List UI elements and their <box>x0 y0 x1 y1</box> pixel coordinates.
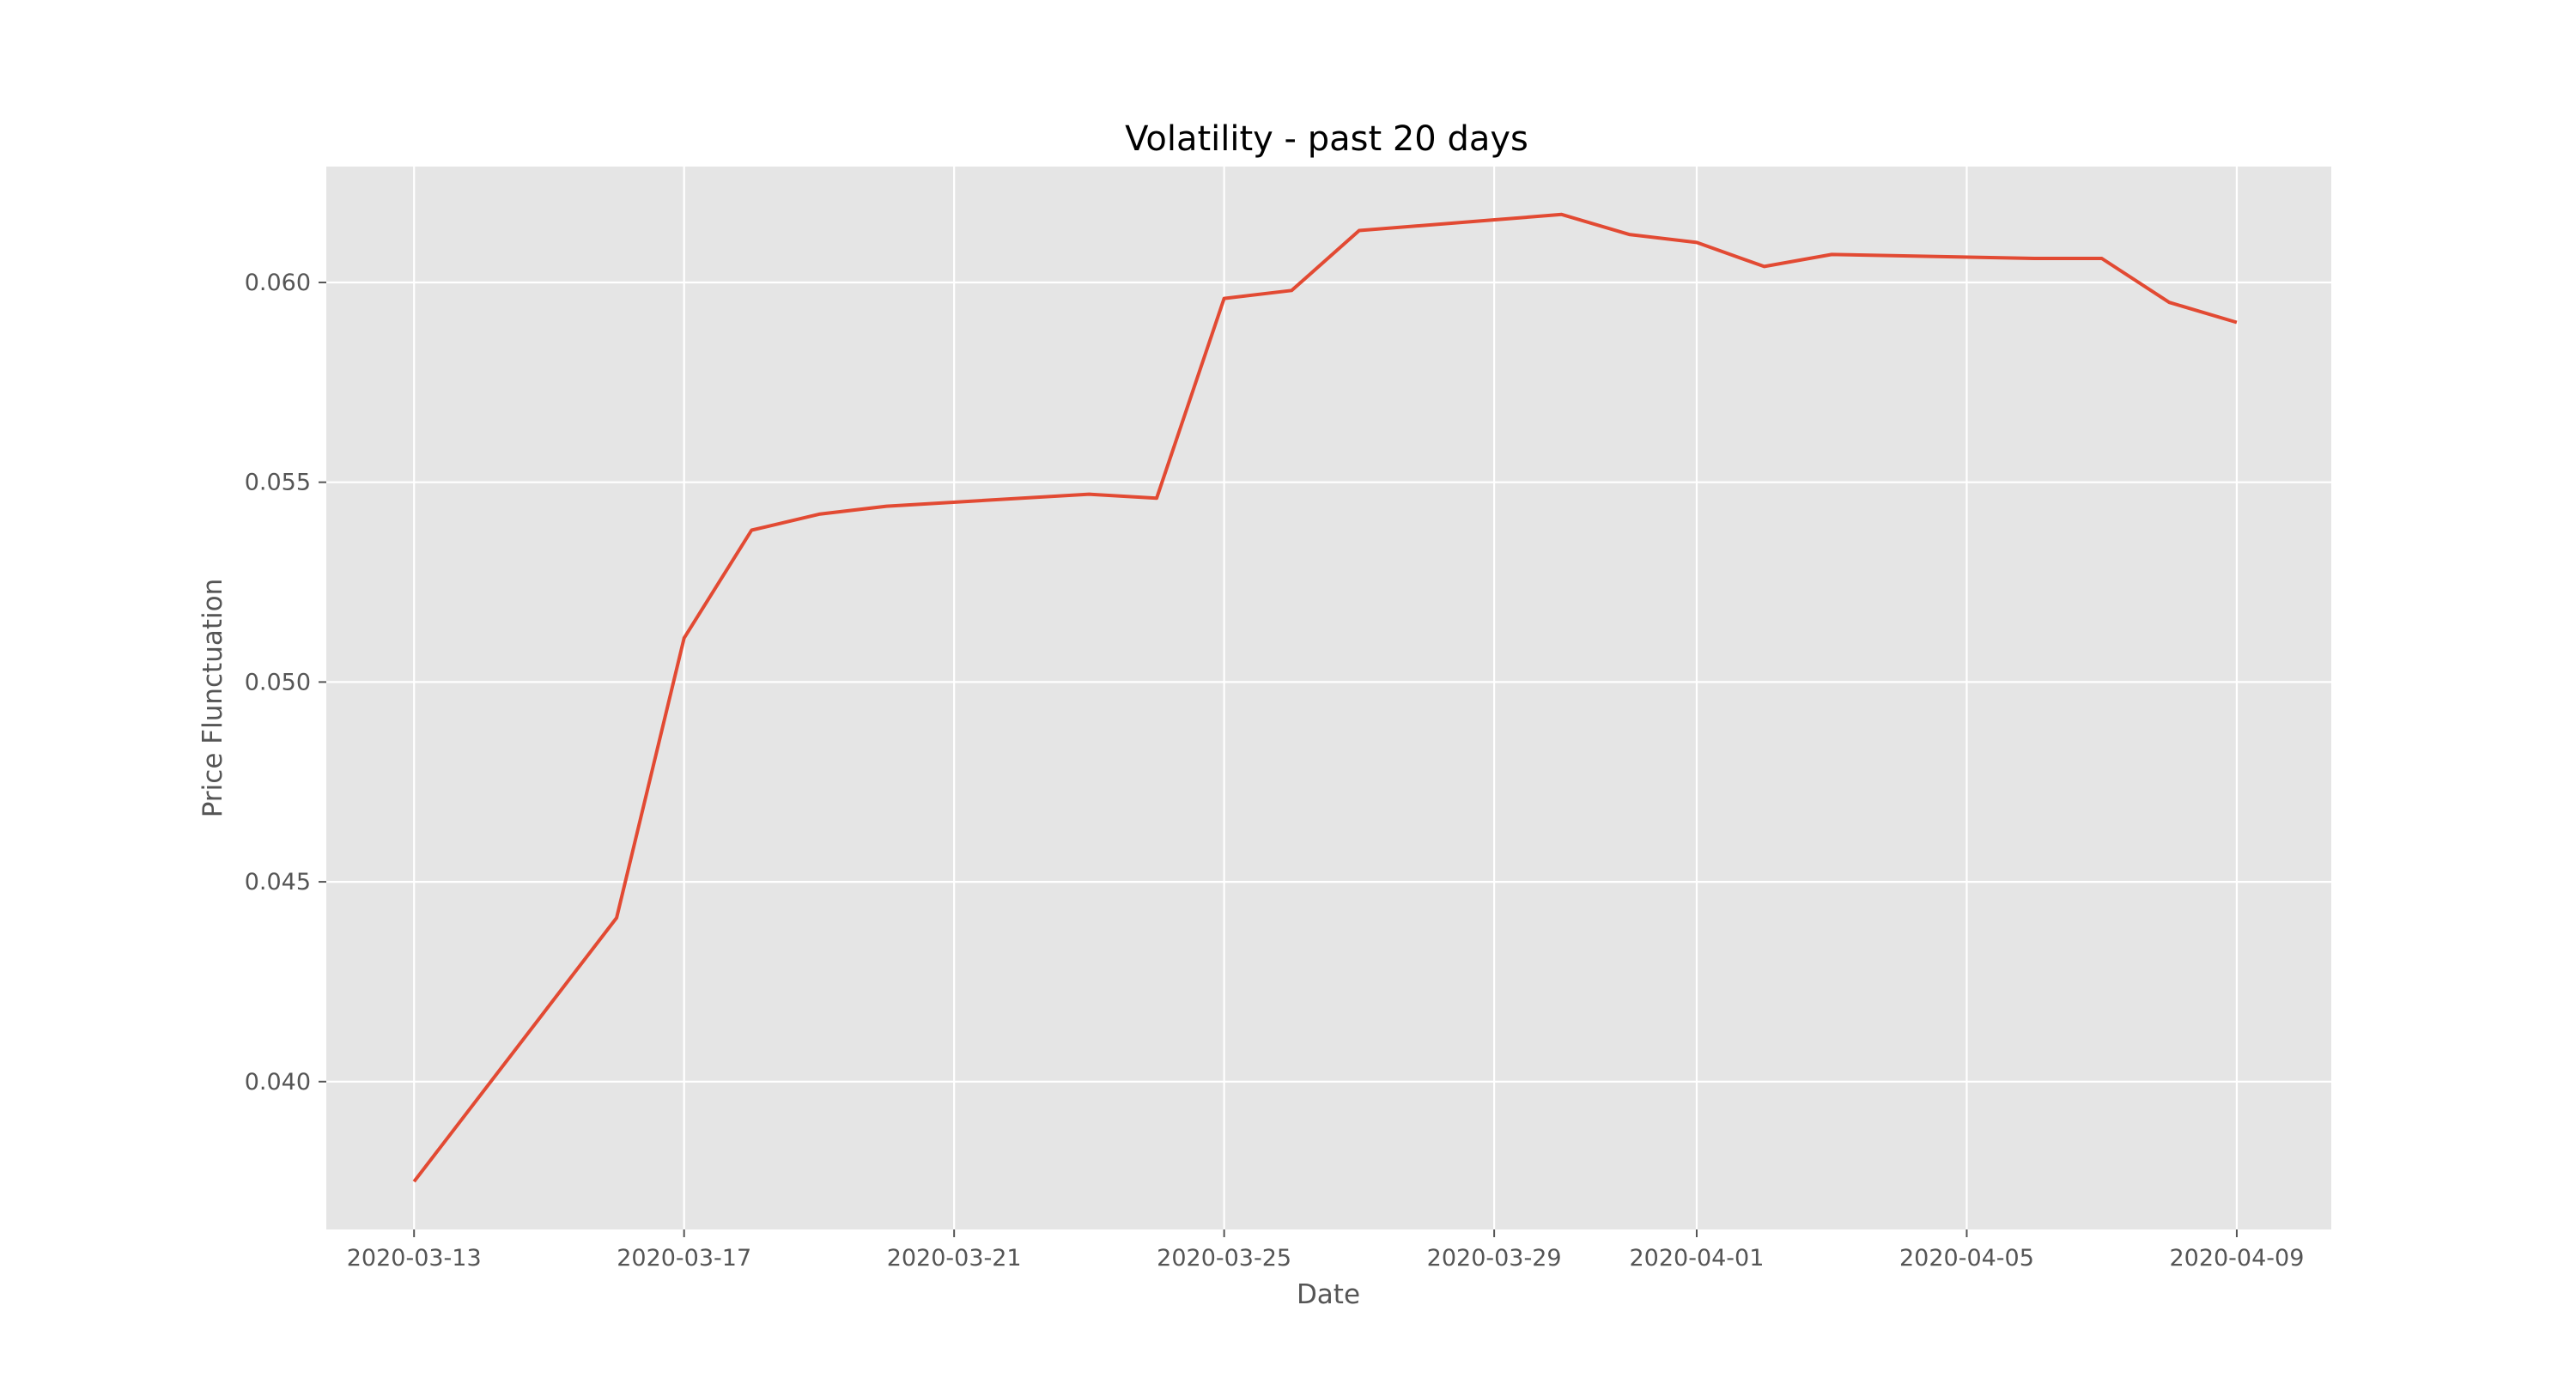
y-tick-label: 0.045 <box>245 869 311 895</box>
y-tick-label: 0.055 <box>245 470 311 496</box>
x-tick-label: 2020-04-09 <box>2169 1245 2304 1272</box>
y-tick-label: 0.040 <box>245 1069 311 1096</box>
chart-title: Volatility - past 20 days <box>1125 119 1528 159</box>
x-tick-label: 2020-03-29 <box>1427 1245 1562 1272</box>
series-line <box>412 212 2238 1183</box>
x-tick-label: 2020-04-01 <box>1630 1245 1765 1272</box>
y-tick-label: 0.060 <box>245 270 311 296</box>
plot-area <box>326 167 2331 1229</box>
x-gridlines <box>413 167 2239 1229</box>
y-axis-label: Price Flunctuation <box>197 579 228 817</box>
y-axis-ticks: 0.040 0.045 0.050 0.055 0.060 <box>245 270 326 1096</box>
x-axis-label: Date <box>1297 1279 1360 1310</box>
y-tick-label: 0.050 <box>245 669 311 695</box>
series-layer <box>412 212 2238 1183</box>
x-tick-label: 2020-03-17 <box>617 1245 751 1272</box>
x-tick-label: 2020-03-21 <box>887 1245 1022 1272</box>
x-axis-ticks: 2020-03-13 2020-03-17 2020-03-21 2020-03-25… <box>347 1229 2304 1272</box>
x-tick-label: 2020-03-13 <box>347 1245 482 1272</box>
y-gridlines <box>326 281 2331 1083</box>
x-tick-label: 2020-04-05 <box>1899 1245 2034 1272</box>
x-tick-label: 2020-03-25 <box>1157 1245 1291 1272</box>
